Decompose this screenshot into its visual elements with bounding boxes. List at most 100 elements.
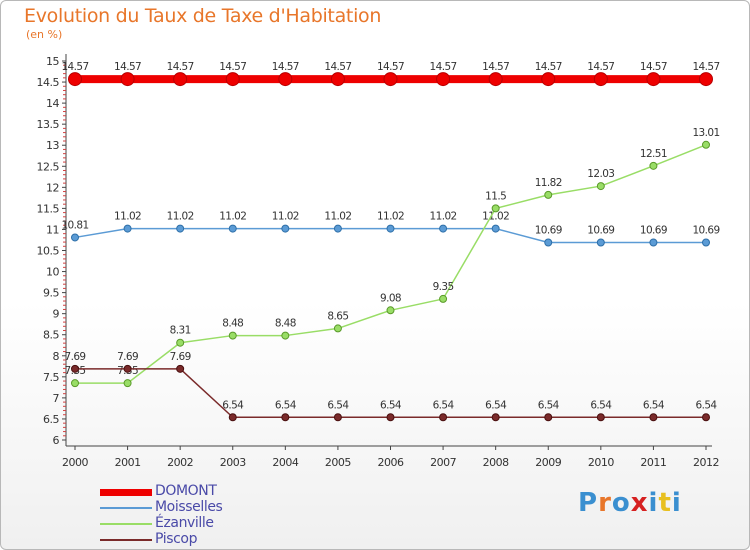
- legend-swatch: [100, 489, 152, 496]
- x-tick-label: 2003: [220, 456, 246, 469]
- y-tick-label: 15: [46, 55, 59, 68]
- y-tick-label: 12: [46, 181, 59, 194]
- data-label-piscop: 6.54: [696, 399, 718, 411]
- data-label-moisselles: 11.02: [377, 211, 404, 223]
- y-tick-label: 10.5: [37, 245, 60, 258]
- data-point-zanville: [71, 379, 79, 388]
- data-label-piscop: 6.54: [485, 399, 507, 411]
- data-label-domont: 14.57: [482, 61, 509, 73]
- data-point-moisselles: [649, 238, 658, 247]
- x-tick-label: 2002: [167, 456, 193, 469]
- data-point-domont: [278, 72, 293, 87]
- data-point-moisselles: [228, 224, 237, 233]
- logo-letter: x: [630, 488, 649, 518]
- y-tick-label: 8: [53, 350, 60, 363]
- logo-letter: t: [658, 488, 672, 518]
- data-label-moisselles: 11.02: [430, 211, 457, 223]
- y-tick-label: 10: [46, 266, 59, 279]
- data-label-piscop: 6.54: [433, 399, 455, 411]
- data-point-moisselles: [491, 224, 500, 233]
- data-point-zanville: [123, 379, 132, 388]
- data-point-piscop: [123, 364, 132, 373]
- data-label-piscop: 6.54: [380, 399, 402, 411]
- x-tick-label: 2007: [430, 456, 456, 469]
- data-point-domont: [330, 72, 345, 87]
- data-point-moisselles: [333, 224, 342, 233]
- data-label-zanville: 8.48: [222, 318, 243, 330]
- data-label-domont: 14.57: [219, 61, 246, 73]
- data-point-domont: [173, 72, 188, 87]
- data-label-moisselles: 10.69: [587, 224, 614, 236]
- data-label-zanville: 12.03: [587, 168, 614, 180]
- data-point-domont: [120, 72, 135, 87]
- data-label-domont: 14.57: [640, 61, 667, 73]
- data-point-domont: [68, 72, 82, 87]
- data-label-moisselles: 10.69: [692, 224, 719, 236]
- x-tick-label: 2004: [272, 456, 298, 469]
- x-tick-label: 2000: [62, 456, 88, 469]
- data-point-zanville: [386, 306, 395, 315]
- data-label-moisselles: 11.02: [272, 211, 299, 223]
- data-label-domont: 14.57: [114, 61, 141, 73]
- data-point-piscop: [228, 413, 237, 422]
- data-point-piscop: [544, 413, 553, 422]
- data-label-zanville: 8.31: [170, 325, 191, 337]
- data-point-piscop: [702, 413, 710, 422]
- data-label-zanville: 12.51: [640, 148, 667, 160]
- data-label-moisselles: 10.69: [535, 224, 562, 236]
- legend-swatch: [100, 507, 152, 509]
- y-tick-label: 13.5: [37, 118, 60, 131]
- data-label-piscop: 6.54: [538, 399, 560, 411]
- data-label-moisselles: 11.02: [324, 211, 351, 223]
- data-point-moisselles: [596, 238, 605, 247]
- series-line-zanville: [75, 144, 707, 384]
- x-tick-label: 2012: [693, 456, 719, 469]
- data-point-moisselles: [176, 224, 185, 233]
- data-label-zanville: 11.82: [535, 177, 562, 189]
- x-tick-label: 2011: [640, 456, 666, 469]
- data-point-domont: [383, 72, 398, 87]
- data-point-zanville: [439, 294, 448, 303]
- data-point-moisselles: [544, 238, 553, 247]
- logo-letter: r: [598, 488, 612, 518]
- data-label-domont: 14.57: [587, 61, 614, 73]
- data-point-domont: [436, 72, 451, 87]
- x-tick-label: 2009: [535, 456, 561, 469]
- data-label-piscop: 6.54: [590, 399, 612, 411]
- data-label-piscop: 6.54: [643, 399, 665, 411]
- x-tick-label: 2005: [325, 456, 351, 469]
- data-label-zanville: 9.08: [380, 292, 401, 304]
- data-label-moisselles: 10.81: [61, 219, 88, 231]
- data-point-moisselles: [123, 224, 132, 233]
- legend-swatch: [100, 539, 152, 541]
- data-label-piscop: 7.69: [65, 351, 86, 363]
- data-label-domont: 14.57: [535, 61, 562, 73]
- data-label-moisselles: 11.02: [167, 211, 194, 223]
- data-point-zanville: [491, 204, 500, 213]
- data-point-zanville: [176, 338, 185, 347]
- data-point-domont: [699, 72, 713, 87]
- chart-title: Evolution du Taux de Taxe d'Habitation: [24, 5, 382, 27]
- y-tick-label: 14: [46, 97, 59, 110]
- data-label-piscop: 7.69: [170, 351, 191, 363]
- legend-label: Ézanville: [155, 515, 214, 531]
- data-point-zanville: [333, 324, 342, 333]
- y-tick-label: 9.5: [43, 287, 59, 300]
- data-point-piscop: [71, 364, 79, 373]
- data-label-moisselles: 11.02: [219, 211, 246, 223]
- proxiti-logo: Proxiti: [578, 488, 682, 518]
- data-label-piscop: 7.69: [117, 351, 138, 363]
- data-label-domont: 14.57: [692, 61, 719, 73]
- chart-subtitle: (en %): [26, 28, 63, 41]
- data-label-zanville: 13.01: [692, 127, 719, 139]
- data-label-domont: 14.57: [377, 61, 404, 73]
- y-tick-label: 7: [53, 392, 60, 405]
- data-point-zanville: [702, 140, 710, 149]
- data-label-moisselles: 10.69: [640, 224, 667, 236]
- logo-letter: i: [671, 488, 682, 518]
- x-tick-label: 2006: [378, 456, 404, 469]
- x-tick-label: 2008: [483, 456, 509, 469]
- data-point-domont: [593, 72, 608, 87]
